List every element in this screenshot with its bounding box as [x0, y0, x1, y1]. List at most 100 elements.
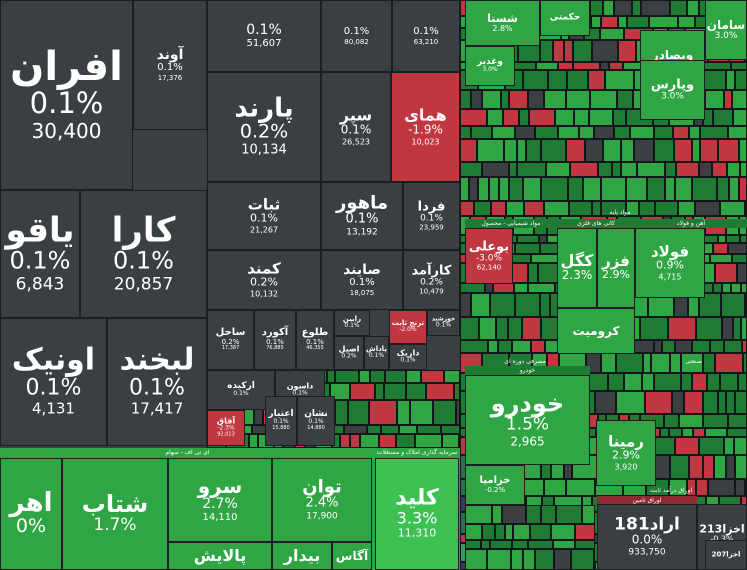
mini-tile[interactable]: [566, 479, 595, 496]
mini-tile[interactable]: [681, 373, 692, 391]
mini-tile[interactable]: [574, 109, 589, 126]
mini-tile[interactable]: [692, 177, 717, 201]
mini-tile[interactable]: [713, 283, 722, 293]
mini-tile[interactable]: [724, 340, 742, 353]
mini-tile[interactable]: [442, 434, 459, 448]
mini-tile[interactable]: [491, 201, 506, 216]
mini-tile[interactable]: [381, 425, 399, 434]
mini-tile[interactable]: [379, 434, 396, 448]
mini-tile[interactable]: [540, 293, 550, 317]
mini-tile[interactable]: [670, 353, 681, 373]
mini-tile[interactable]: [592, 201, 601, 216]
mini-tile[interactable]: [460, 283, 485, 293]
tile-toranj[interactable]: ترنج ثابت -2.0%: [389, 310, 427, 344]
mini-tile[interactable]: [699, 437, 724, 455]
mini-tile[interactable]: [544, 201, 569, 216]
mini-tile[interactable]: [684, 391, 703, 414]
mini-tile[interactable]: [726, 70, 735, 90]
mini-tile[interactable]: [708, 479, 735, 496]
mini-tile[interactable]: [618, 16, 627, 28]
mini-tile[interactable]: [687, 0, 699, 16]
mini-tile[interactable]: [718, 391, 726, 414]
mini-tile[interactable]: [616, 353, 643, 373]
tile-farda[interactable]: فردا 0.1% 23,959: [403, 182, 460, 250]
mini-tile[interactable]: [740, 162, 747, 177]
mini-tile[interactable]: [626, 201, 639, 216]
mini-tile[interactable]: [647, 177, 665, 201]
mini-tile[interactable]: [712, 162, 727, 177]
mini-tile[interactable]: [575, 540, 595, 549]
mini-tile[interactable]: [426, 383, 454, 400]
mini-tile[interactable]: [692, 373, 707, 391]
mini-tile[interactable]: [632, 0, 641, 16]
mini-tile[interactable]: [705, 90, 724, 109]
mini-tile[interactable]: [487, 549, 511, 570]
mini-tile[interactable]: [665, 162, 676, 177]
mini-tile[interactable]: [614, 0, 632, 16]
mini-tile[interactable]: [406, 370, 421, 383]
mini-tile[interactable]: [726, 391, 735, 414]
mini-tile[interactable]: [528, 540, 553, 549]
mini-tile[interactable]: [621, 162, 637, 177]
mini-tile[interactable]: [487, 109, 503, 126]
mini-tile[interactable]: [699, 162, 712, 177]
mini-tile[interactable]: [665, 177, 675, 201]
mini-tile[interactable]: [249, 434, 258, 448]
mini-tile[interactable]: [544, 90, 566, 109]
mini-tile[interactable]: [515, 126, 535, 139]
mini-tile[interactable]: [495, 524, 505, 540]
mini-tile[interactable]: [517, 139, 526, 162]
mini-tile[interactable]: [703, 391, 718, 414]
mini-tile[interactable]: [742, 340, 747, 353]
tile-samand[interactable]: سامان 3.0%: [705, 0, 747, 60]
mini-tile[interactable]: [492, 126, 515, 139]
mini-tile[interactable]: [335, 400, 348, 425]
mini-tile[interactable]: [369, 400, 397, 425]
mini-tile[interactable]: [571, 549, 594, 570]
mini-tile[interactable]: [724, 437, 734, 455]
mini-tile[interactable]: [722, 317, 733, 340]
mini-tile[interactable]: [406, 383, 426, 400]
mini-tile[interactable]: [568, 177, 583, 201]
mini-tile[interactable]: [733, 109, 747, 126]
mini-tile[interactable]: [460, 293, 471, 317]
mini-tile[interactable]: [509, 90, 528, 109]
mini-tile[interactable]: [548, 70, 567, 90]
mini-tile[interactable]: [511, 549, 523, 570]
mini-tile[interactable]: [541, 505, 556, 524]
mini-tile[interactable]: [630, 126, 654, 139]
mini-tile[interactable]: [546, 162, 570, 177]
mini-tile[interactable]: [727, 428, 747, 437]
mini-tile[interactable]: [509, 177, 523, 201]
mini-tile[interactable]: [519, 109, 529, 126]
mini-tile[interactable]: [526, 505, 541, 524]
mini-tile[interactable]: [531, 254, 559, 263]
mini-tile[interactable]: [529, 109, 555, 126]
mini-tile[interactable]: [492, 505, 502, 524]
mini-tile[interactable]: [421, 370, 444, 383]
mini-tile[interactable]: [655, 201, 678, 216]
mini-tile[interactable]: [618, 40, 636, 62]
mini-tile[interactable]: [605, 70, 634, 90]
mini-tile[interactable]: [348, 400, 369, 425]
mini-tile[interactable]: [707, 373, 720, 391]
mini-tile[interactable]: [651, 353, 670, 373]
mini-tile[interactable]: [498, 340, 512, 353]
mini-tile[interactable]: [417, 425, 441, 434]
mini-tile[interactable]: [531, 340, 545, 353]
mini-tile[interactable]: [496, 317, 508, 340]
mini-tile[interactable]: [675, 177, 692, 201]
mini-tile[interactable]: [703, 414, 728, 428]
mini-tile[interactable]: [641, 0, 670, 16]
mini-tile[interactable]: [433, 400, 456, 425]
mini-tile[interactable]: [594, 126, 614, 139]
tile-onik[interactable]: اونیک 0.1% 4,131: [0, 318, 107, 446]
tile-sahel[interactable]: ساحل 0.2% 17,387: [207, 310, 254, 370]
mini-tile[interactable]: [465, 549, 487, 570]
mini-tile[interactable]: [551, 524, 575, 540]
tile-vaghadir[interactable]: وغدیر 3.0%: [465, 46, 515, 86]
mini-tile[interactable]: [614, 126, 630, 139]
mini-tile[interactable]: [530, 524, 551, 540]
tile-boali[interactable]: بوعلی -3.0% 62,140: [465, 228, 513, 284]
tile-bidar[interactable]: بیدار: [272, 542, 332, 570]
